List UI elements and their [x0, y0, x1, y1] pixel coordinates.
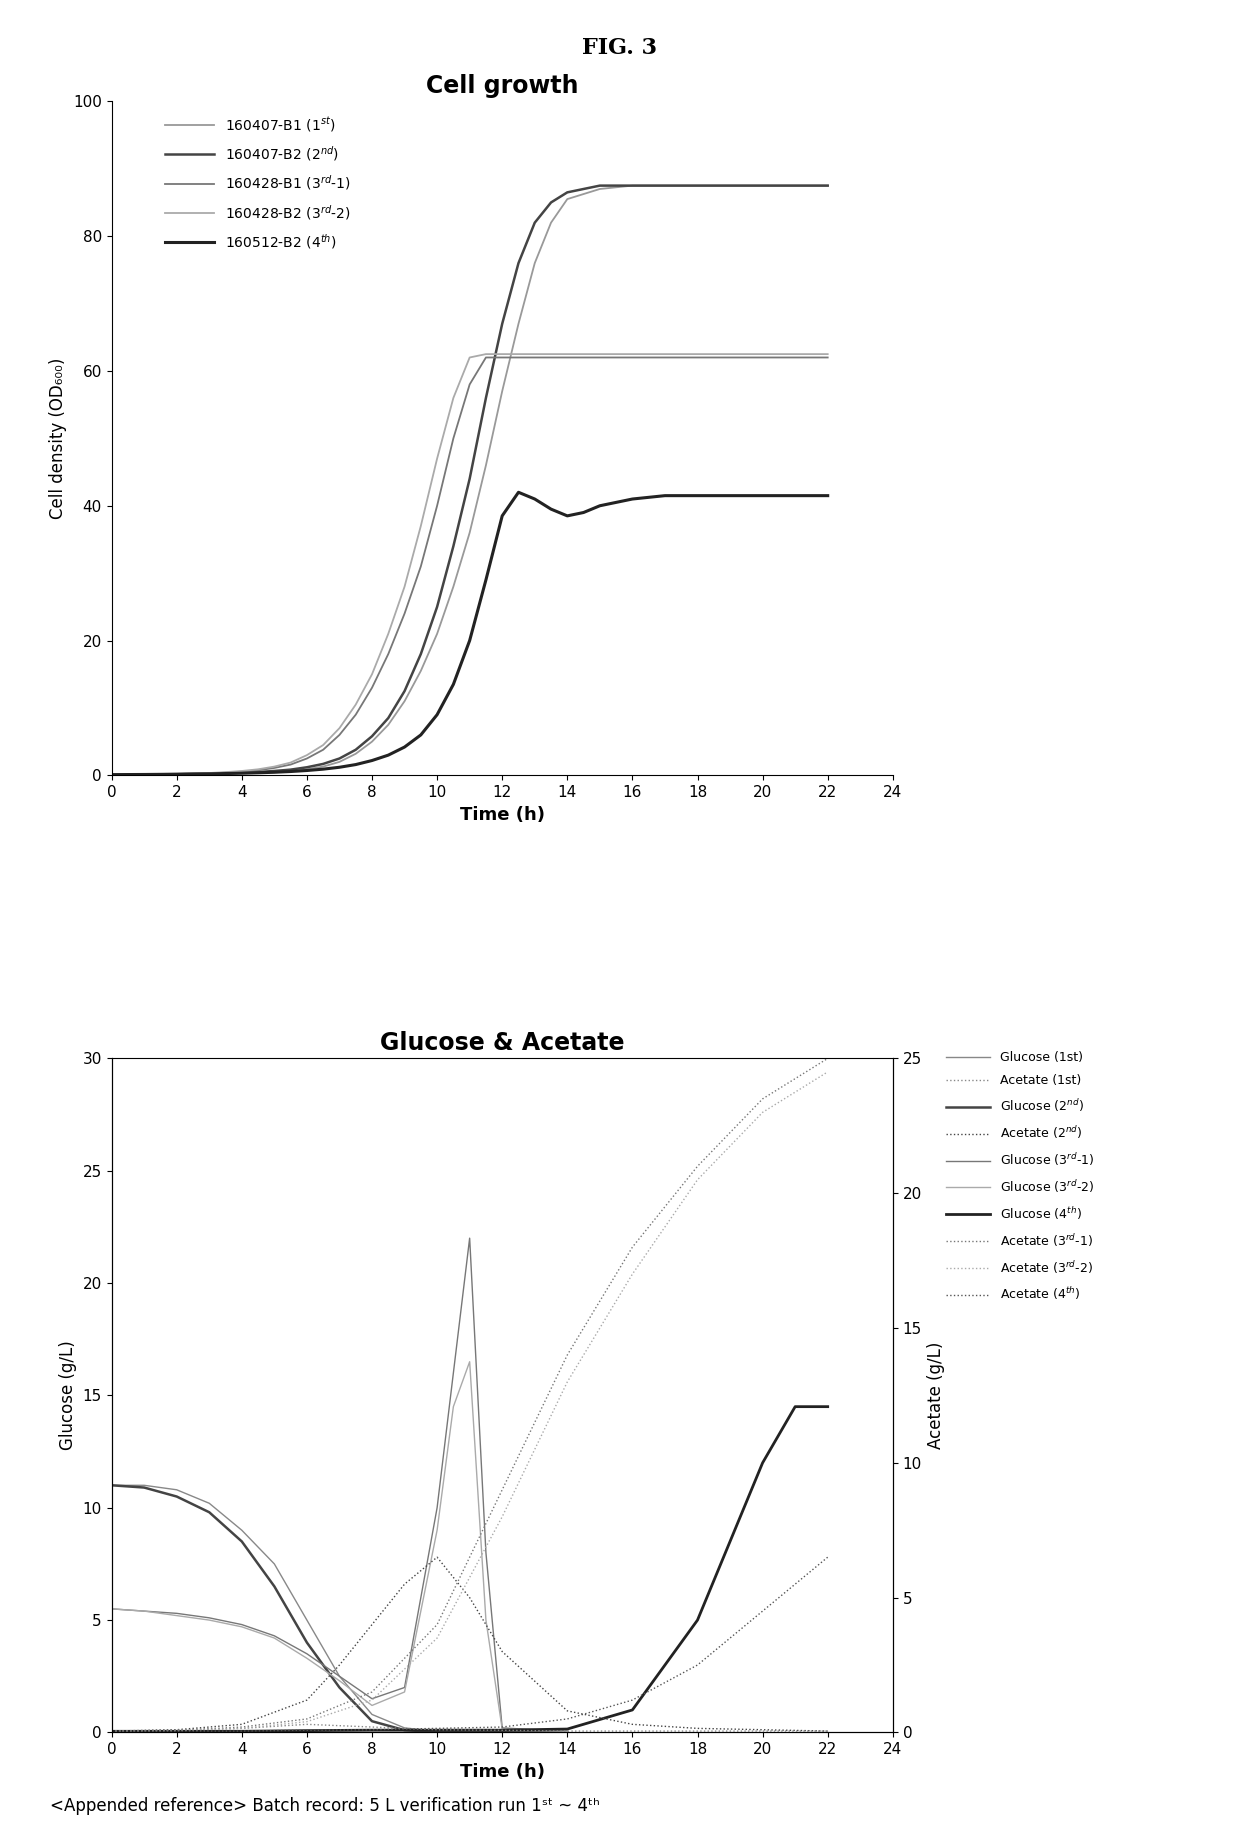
Text: <Appended reference> Batch record: 5 L verification run 1ˢᵗ ~ 4ᵗʰ: <Appended reference> Batch record: 5 L v… [50, 1797, 599, 1815]
Text: FIG. 3: FIG. 3 [583, 37, 657, 59]
Y-axis label: Cell density (OD₆₀₀): Cell density (OD₆₀₀) [50, 358, 67, 520]
Title: Cell growth: Cell growth [427, 74, 578, 98]
X-axis label: Time (h): Time (h) [460, 1762, 544, 1780]
Legend: 160407-B1 (1$^{st}$), 160407-B2 (2$^{nd}$), 160428-B1 (3$^{rd}$-1), 160428-B2 (3: 160407-B1 (1$^{st}$), 160407-B2 (2$^{nd}… [165, 114, 351, 251]
Title: Glucose & Acetate: Glucose & Acetate [379, 1030, 625, 1054]
Y-axis label: Glucose (g/L): Glucose (g/L) [60, 1340, 77, 1450]
X-axis label: Time (h): Time (h) [460, 805, 544, 824]
Y-axis label: Acetate (g/L): Acetate (g/L) [928, 1342, 945, 1449]
Legend: Glucose (1st), Acetate (1st), Glucose (2$^{nd}$), Acetate (2$^{nd}$), Glucose (3: Glucose (1st), Acetate (1st), Glucose (2… [946, 1051, 1094, 1303]
